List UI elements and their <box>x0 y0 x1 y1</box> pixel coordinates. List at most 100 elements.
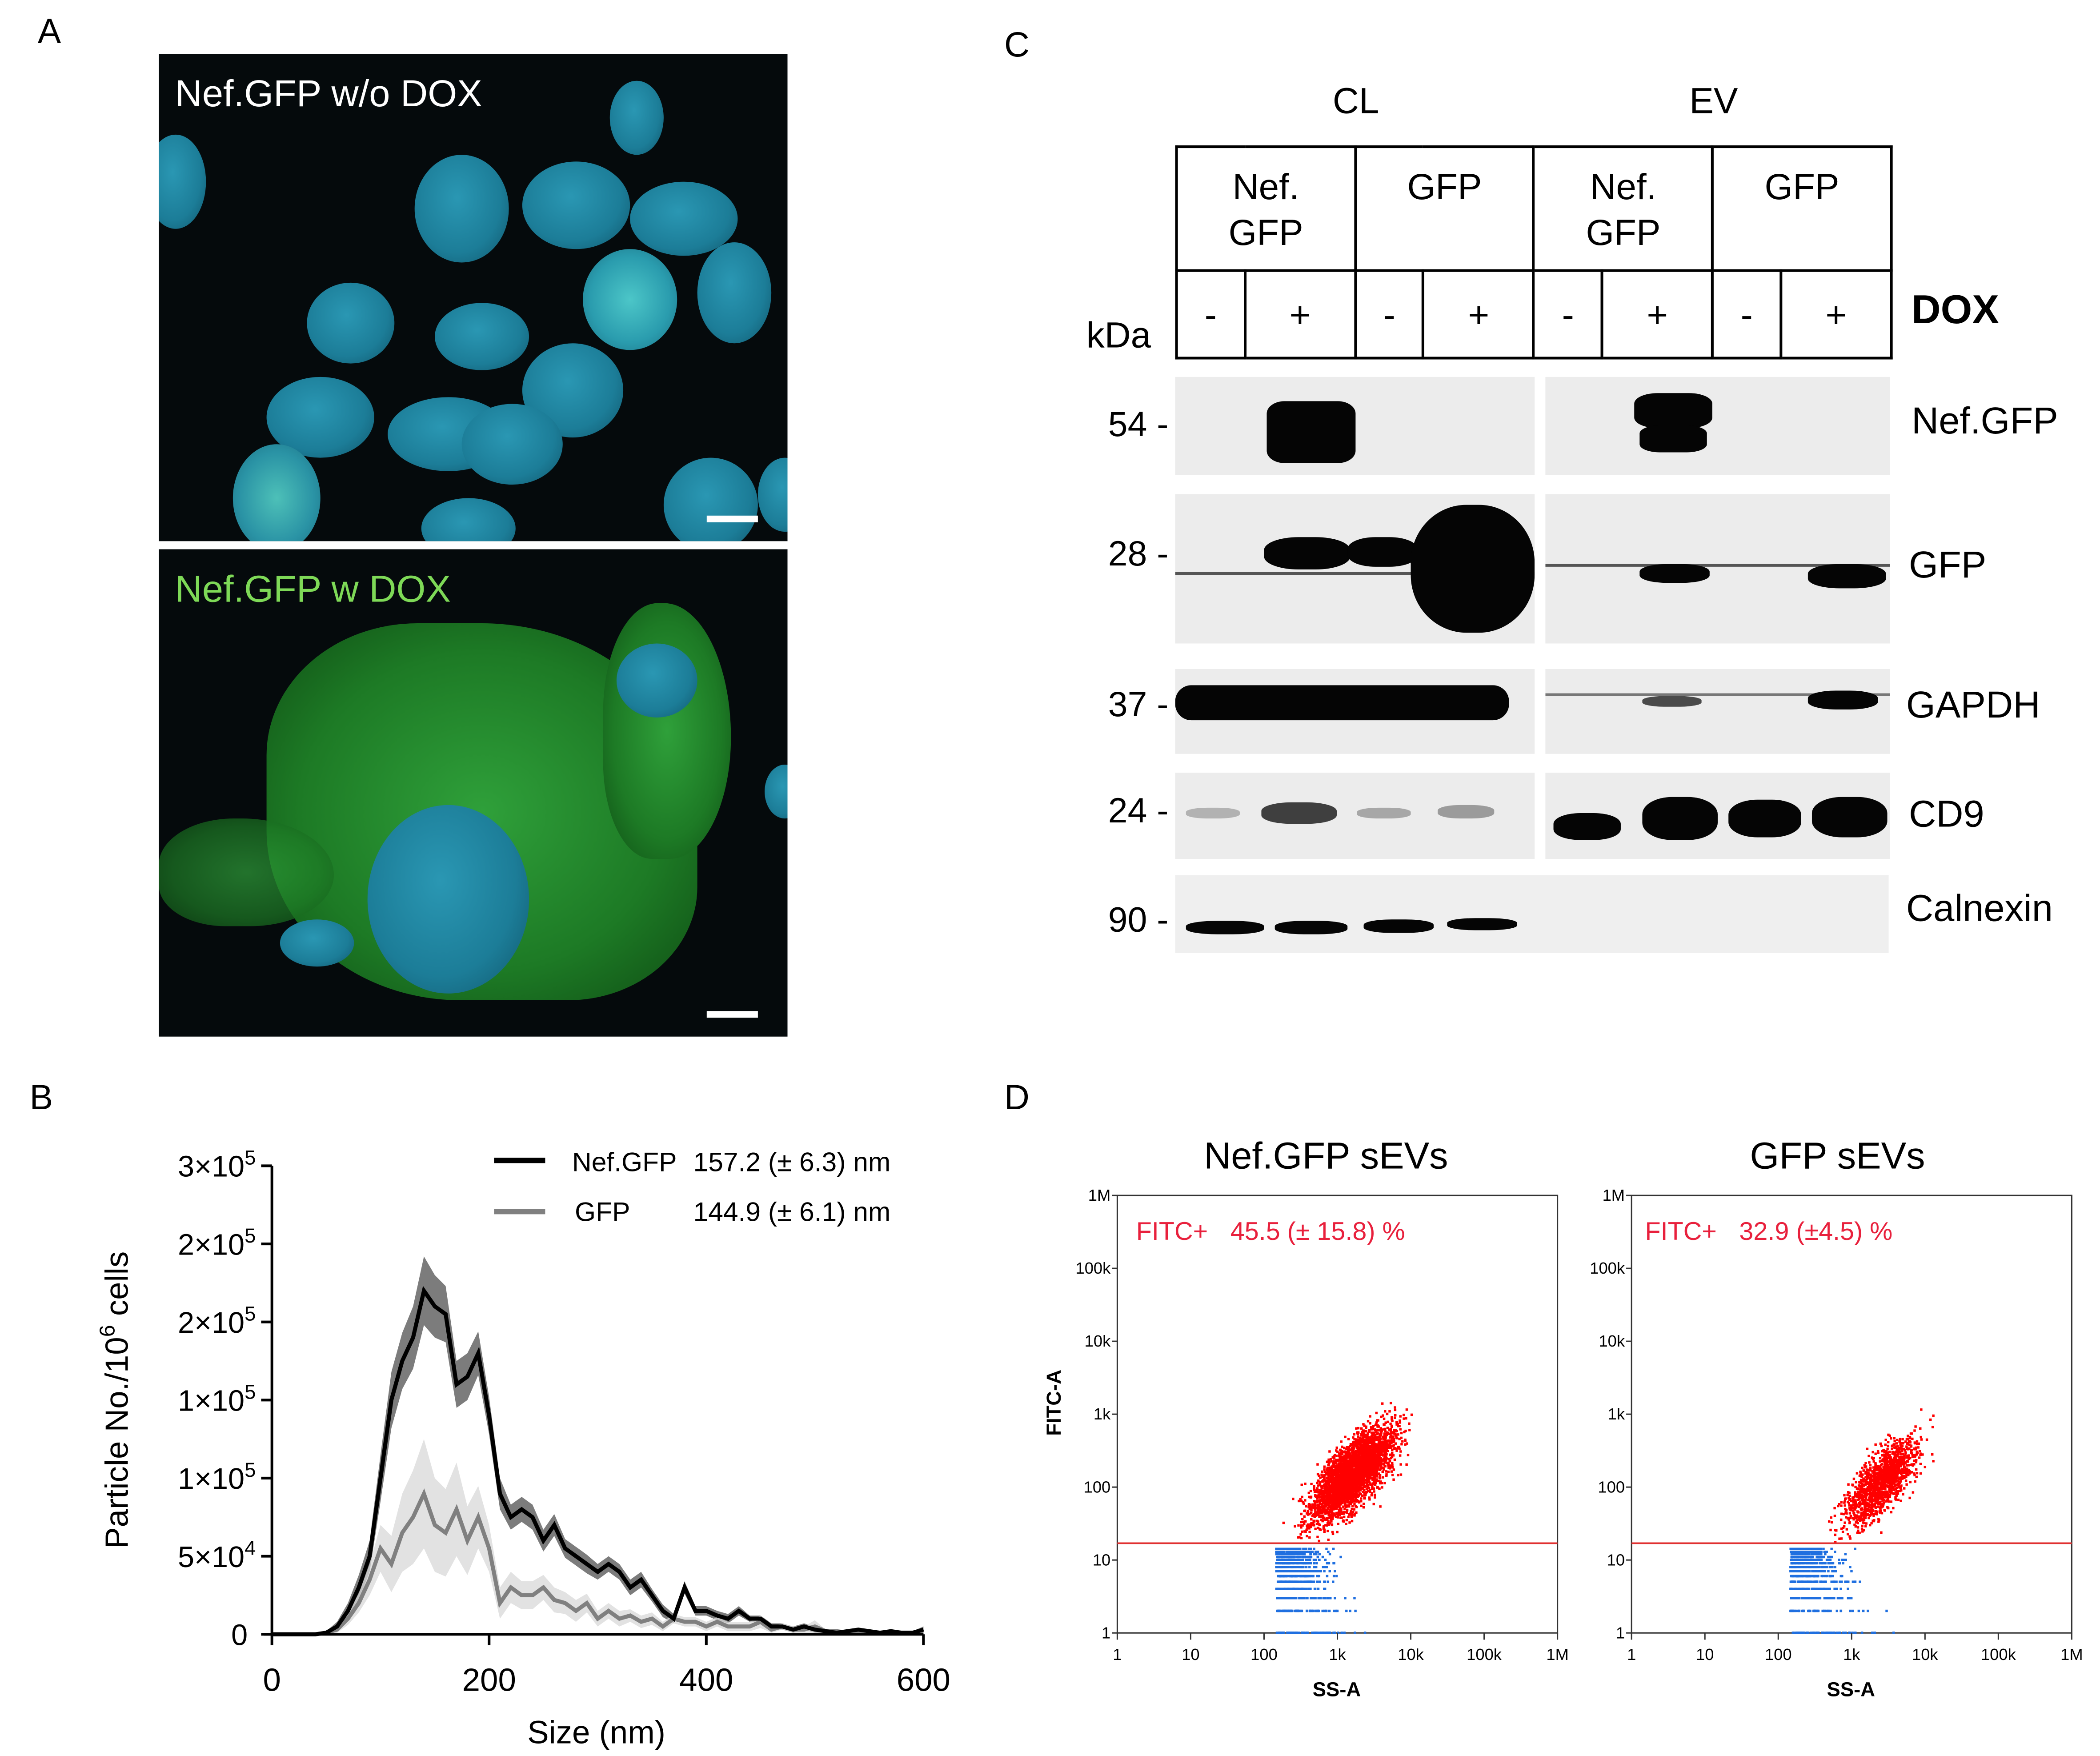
scatter-point-negative <box>1296 1580 1299 1583</box>
scatter-point-positive <box>1360 1504 1363 1507</box>
scatter-point-positive <box>1370 1463 1373 1467</box>
scatter-point-positive <box>1350 1466 1353 1468</box>
scatter-point-negative <box>1282 1559 1285 1561</box>
scatter-point-positive <box>1314 1489 1317 1492</box>
scatter-point-positive <box>1344 1470 1347 1473</box>
annotation-value: 45.5 (± 15.8) % <box>1230 1217 1405 1246</box>
scatter-point-negative <box>1293 1556 1295 1559</box>
scatter-point-positive <box>1375 1479 1379 1483</box>
scatter-point-positive <box>1348 1461 1351 1464</box>
scatter-point-positive <box>1869 1475 1872 1478</box>
scatter-point-positive <box>1342 1456 1345 1459</box>
scatter-point-positive <box>1403 1417 1405 1420</box>
scatter-point-positive <box>1865 1471 1868 1474</box>
scatter-point-positive <box>1357 1451 1360 1454</box>
scatter-point-positive <box>1378 1451 1381 1454</box>
scatter-point-positive <box>1321 1509 1324 1511</box>
scatter-point-positive <box>1310 1506 1313 1509</box>
scatter-point-positive <box>1362 1473 1364 1475</box>
scatter-point-negative <box>1301 1566 1304 1568</box>
scatter-point-positive <box>1336 1495 1339 1498</box>
scatter-point-positive <box>1330 1473 1333 1475</box>
construct-nef-gfp-cl: Nef. GFP <box>1175 145 1357 272</box>
scatter-point-negative <box>1324 1566 1327 1568</box>
scatter-point-negative <box>1280 1553 1283 1556</box>
scatter-point-positive <box>1330 1507 1333 1510</box>
scatter-point-positive <box>1360 1478 1363 1480</box>
scatter-point-negative <box>1295 1551 1298 1553</box>
scatter-point-positive <box>1337 1477 1339 1479</box>
scatter-point-positive <box>1385 1448 1387 1451</box>
y-tick-label: 2×105 <box>178 1224 256 1261</box>
scatter-point-positive <box>1377 1479 1380 1483</box>
scatter-point-positive <box>1370 1452 1373 1455</box>
scatter-point-positive <box>1329 1502 1331 1504</box>
scatter-point-positive <box>1362 1470 1365 1472</box>
scatter-point-positive <box>1351 1479 1354 1482</box>
scatter-point-positive <box>1348 1459 1351 1463</box>
scatter-point-positive <box>1371 1487 1374 1490</box>
scatter-point-positive <box>1379 1428 1382 1431</box>
scatter-point-negative <box>1289 1562 1292 1565</box>
scatter-point-positive <box>1379 1505 1382 1508</box>
scatter-point-positive <box>1397 1445 1399 1448</box>
scatter-point-negative <box>1283 1588 1286 1590</box>
scatter-point-negative <box>1302 1570 1305 1572</box>
scatter-point-positive <box>1383 1452 1386 1455</box>
scatter-point-negative <box>1304 1632 1307 1634</box>
scatter-point-negative <box>1300 1551 1303 1553</box>
scatter-point-positive <box>1319 1501 1321 1504</box>
scatter-point-positive <box>1313 1513 1315 1515</box>
scatter-point-negative <box>1277 1553 1280 1556</box>
scatter-point-positive <box>1872 1509 1875 1511</box>
scatter-point-positive <box>1324 1503 1327 1506</box>
scatter-point-positive <box>1330 1460 1333 1463</box>
scatter-point-negative <box>1279 1597 1282 1600</box>
marker-37: 37 - <box>1108 684 1169 725</box>
scatter-point-positive <box>1384 1430 1387 1433</box>
scatter-point-positive <box>1344 1462 1347 1465</box>
scatter-point-positive <box>1405 1463 1408 1466</box>
scatter-point-positive <box>1377 1466 1380 1468</box>
scatter-point-positive <box>1370 1470 1373 1473</box>
scatter-point-negative <box>1306 1632 1309 1634</box>
scatter-point-positive <box>1363 1471 1366 1474</box>
scatter-point-negative <box>1282 1562 1284 1565</box>
scatter-point-positive <box>1380 1462 1383 1465</box>
scatter-point-negative <box>1323 1632 1326 1634</box>
scatter-point-negative <box>1310 1551 1312 1553</box>
scatter-point-positive <box>1353 1453 1356 1455</box>
scatter-point-positive <box>1316 1487 1319 1490</box>
scatter-point-positive <box>1335 1464 1338 1467</box>
scatter-point-positive <box>1327 1499 1330 1502</box>
scatter-point-positive <box>1352 1464 1355 1467</box>
scatter-point-positive <box>1838 1503 1841 1506</box>
scatter-point-positive <box>1319 1498 1322 1501</box>
scatter-point-positive <box>1362 1484 1364 1487</box>
scatter-point-negative <box>1324 1559 1327 1561</box>
scatter-point-positive <box>1329 1479 1331 1482</box>
scatter-point-positive <box>1366 1442 1369 1445</box>
scatter-point-positive <box>1346 1471 1349 1475</box>
scatter-point-positive <box>1324 1471 1327 1473</box>
scatter-point-positive <box>1332 1497 1335 1499</box>
scatter-point-positive <box>1902 1493 1904 1496</box>
scatter-point-positive <box>1365 1468 1368 1471</box>
scatter-point-positive <box>1359 1489 1362 1491</box>
scatter-point-positive <box>1388 1428 1391 1431</box>
scatter-point-positive <box>1343 1475 1347 1478</box>
scatter-point-positive <box>1312 1522 1315 1525</box>
scatter-point-positive <box>1855 1481 1858 1483</box>
scatter-point-positive <box>1358 1501 1361 1504</box>
scatter-point-positive <box>1323 1511 1326 1514</box>
scatter-point-positive <box>1347 1451 1350 1454</box>
scatter-point-negative <box>1285 1548 1288 1550</box>
scatter-point-positive <box>1831 1521 1833 1524</box>
scatter-point-positive <box>1365 1445 1368 1447</box>
scatter-point-positive <box>1314 1508 1316 1511</box>
scatter-point-positive <box>1348 1458 1351 1460</box>
scatter-point-negative <box>1287 1566 1290 1568</box>
scatter-point-positive <box>1408 1422 1411 1425</box>
scatter-point-negative <box>1281 1597 1284 1600</box>
